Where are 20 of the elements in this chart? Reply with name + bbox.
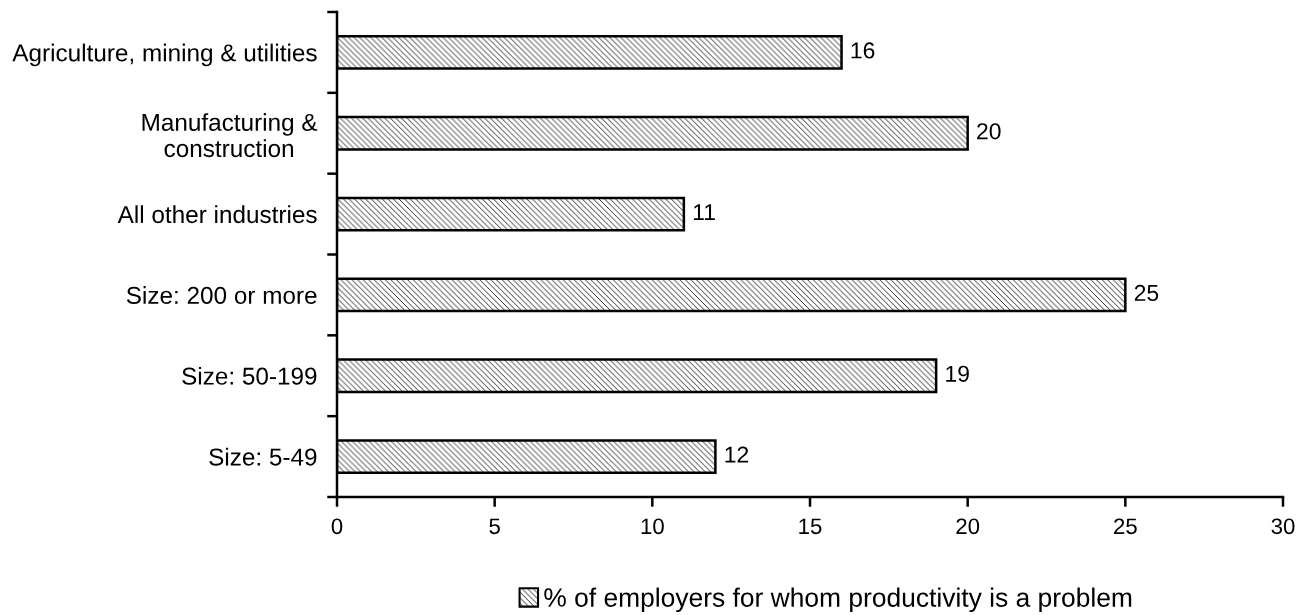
y-tick-label: Size: 50-199 bbox=[182, 366, 317, 385]
x-tick-label: 20 bbox=[956, 518, 980, 535]
data-label: 20 bbox=[977, 123, 1001, 140]
x-tick-label: 30 bbox=[1271, 518, 1295, 535]
y-tick-label: Size: 5-49 bbox=[209, 447, 317, 466]
x-tick-label: 5 bbox=[489, 518, 500, 535]
data-label: 11 bbox=[693, 204, 715, 221]
x-tick-label: 0 bbox=[331, 518, 343, 535]
data-label: 25 bbox=[1134, 284, 1159, 302]
x-tick-label: 10 bbox=[641, 518, 664, 535]
legend-label: % of employers for whom productivity is a problem bbox=[544, 587, 1132, 613]
y-tick-label: All other industries bbox=[117, 205, 317, 224]
data-label: 16 bbox=[851, 42, 875, 59]
data-label: 19 bbox=[946, 365, 969, 382]
y-tick-label: Agriculture, mining & utilities bbox=[12, 43, 317, 67]
x-tick-label: 25 bbox=[1114, 518, 1137, 535]
data-label: 12 bbox=[725, 446, 749, 463]
y-tick-label: Size: 200 or more bbox=[126, 286, 317, 304]
y-tick-label: Manufacturing & construction bbox=[142, 113, 318, 158]
x-tick-label: 15 bbox=[799, 518, 822, 535]
